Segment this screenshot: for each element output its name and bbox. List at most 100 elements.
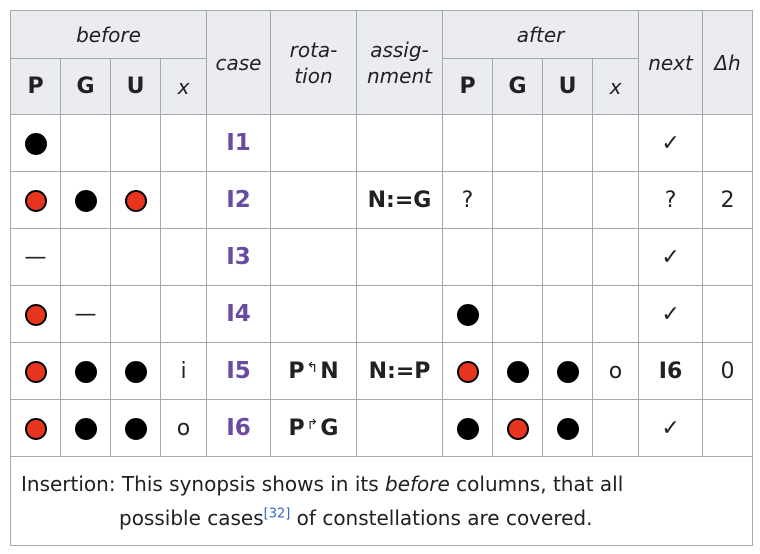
red-node-icon bbox=[24, 189, 47, 212]
header-next: next bbox=[638, 10, 704, 115]
before-x-cell: i bbox=[160, 342, 207, 400]
black-node-icon bbox=[556, 360, 579, 383]
before-u-cell bbox=[110, 399, 161, 457]
after-u-cell bbox=[542, 171, 593, 229]
header-rotation-l2: tion bbox=[294, 63, 333, 88]
header-before-p: P bbox=[10, 58, 61, 115]
after-g-cell bbox=[492, 342, 543, 400]
after-u-cell bbox=[542, 285, 593, 343]
table-caption: Insertion: This synopsis shows in its be… bbox=[9, 456, 754, 546]
rotation-to: G bbox=[320, 415, 339, 441]
table-body: I1 ✓ I2 N:=G?? 2— I3 ✓ — I4 ✓ i I5 P ↰N N:=P o I6 0 o I6 P ↱G… bbox=[10, 114, 754, 457]
header-case: case bbox=[206, 10, 271, 115]
before-p-cell bbox=[10, 171, 61, 229]
after-u-cell bbox=[542, 114, 593, 172]
delta-h-cell bbox=[702, 285, 754, 343]
rotation-from: P bbox=[288, 358, 305, 384]
header-rotation: rota- tion bbox=[270, 10, 357, 115]
after-g-cell bbox=[492, 114, 543, 172]
before-u-cell bbox=[110, 171, 161, 229]
header-after-x: x bbox=[591, 58, 640, 115]
after-p-cell bbox=[442, 114, 493, 172]
table-row: o I6 P ↱G ✓ bbox=[10, 399, 754, 457]
table-row: i I5 P ↰N N:=P o I6 0 bbox=[10, 342, 754, 400]
red-node-icon bbox=[456, 360, 479, 383]
rotation-cell bbox=[270, 285, 357, 343]
rotation-cell bbox=[270, 171, 357, 229]
header-assignment: assig- nment bbox=[356, 10, 443, 115]
rotation-arrow-icon: ↰ bbox=[306, 359, 319, 376]
black-node-icon bbox=[556, 417, 579, 440]
red-node-icon bbox=[24, 417, 47, 440]
red-node-icon bbox=[124, 189, 147, 212]
case-cell[interactable]: I1 bbox=[206, 114, 271, 172]
reference-link[interactable]: [32] bbox=[263, 506, 291, 522]
caption-part5: of constellations are covered. bbox=[290, 506, 593, 530]
black-node-icon bbox=[24, 132, 47, 155]
table-row: — I4 ✓ bbox=[10, 285, 754, 343]
rotation-cell bbox=[270, 228, 357, 286]
rotation-from: P bbox=[288, 415, 305, 441]
case-cell[interactable]: I6 bbox=[206, 399, 271, 457]
rotation-cell: P ↱G bbox=[270, 399, 357, 457]
after-g-cell bbox=[492, 399, 543, 457]
next-cell: ✓ bbox=[638, 399, 704, 457]
case-cell[interactable]: I5 bbox=[206, 342, 271, 400]
after-p-cell bbox=[442, 228, 493, 286]
black-node-icon bbox=[74, 360, 97, 383]
black-node-icon bbox=[124, 360, 147, 383]
after-p-cell: ? bbox=[442, 171, 493, 229]
table-row: I2 N:=G?? 2 bbox=[10, 171, 754, 229]
next-cell: I6 bbox=[638, 342, 704, 400]
before-p-cell bbox=[10, 285, 61, 343]
caption-part1: Insertion: This synopsis shows in its bbox=[21, 472, 386, 496]
case-cell[interactable]: I3 bbox=[206, 228, 271, 286]
after-p-cell bbox=[442, 342, 493, 400]
before-x-cell bbox=[160, 285, 207, 343]
after-x-cell bbox=[591, 285, 640, 343]
next-cell: ✓ bbox=[638, 228, 704, 286]
header-before-u: U bbox=[110, 58, 161, 115]
after-p-cell bbox=[442, 399, 493, 457]
delta-h-cell bbox=[702, 399, 754, 457]
after-g-cell bbox=[492, 285, 543, 343]
before-g-cell bbox=[60, 228, 111, 286]
rotation-cell bbox=[270, 114, 357, 172]
before-g-cell bbox=[60, 399, 111, 457]
before-u-cell bbox=[110, 285, 161, 343]
delta-h-cell: 0 bbox=[702, 342, 754, 400]
header-assignment-l1: assig- bbox=[370, 37, 429, 62]
header-after-u: U bbox=[542, 58, 593, 115]
before-u-cell bbox=[110, 342, 161, 400]
before-p-cell: — bbox=[10, 228, 61, 286]
after-x-cell bbox=[591, 228, 640, 286]
before-u-cell bbox=[110, 114, 161, 172]
header-rotation-l1: rota- bbox=[289, 37, 338, 62]
rotation-to: N bbox=[320, 358, 339, 384]
header-before-g: G bbox=[60, 58, 111, 115]
header-delta-h: Δh bbox=[702, 10, 754, 115]
header-before: before bbox=[10, 10, 207, 59]
case-cell[interactable]: I4 bbox=[206, 285, 271, 343]
before-g-cell bbox=[60, 342, 111, 400]
before-x-cell: o bbox=[160, 399, 207, 457]
after-u-cell bbox=[542, 228, 593, 286]
black-node-icon bbox=[506, 360, 529, 383]
case-cell[interactable]: I2 bbox=[206, 171, 271, 229]
after-g-cell bbox=[492, 228, 543, 286]
before-g-cell bbox=[60, 171, 111, 229]
after-u-cell bbox=[542, 342, 593, 400]
after-p-cell bbox=[442, 285, 493, 343]
caption-part4: possible cases bbox=[119, 506, 264, 530]
before-p-cell bbox=[10, 342, 61, 400]
red-node-icon bbox=[506, 417, 529, 440]
header-before-x: x bbox=[160, 58, 207, 115]
delta-h-cell bbox=[702, 114, 754, 172]
header-after-p: P bbox=[442, 58, 493, 115]
rotation-arrow-icon: ↱ bbox=[306, 416, 319, 433]
assignment-cell bbox=[356, 285, 443, 343]
after-x-cell bbox=[591, 171, 640, 229]
before-u-cell bbox=[110, 228, 161, 286]
rotation-cell: P ↰N bbox=[270, 342, 357, 400]
before-p-cell bbox=[10, 114, 61, 172]
